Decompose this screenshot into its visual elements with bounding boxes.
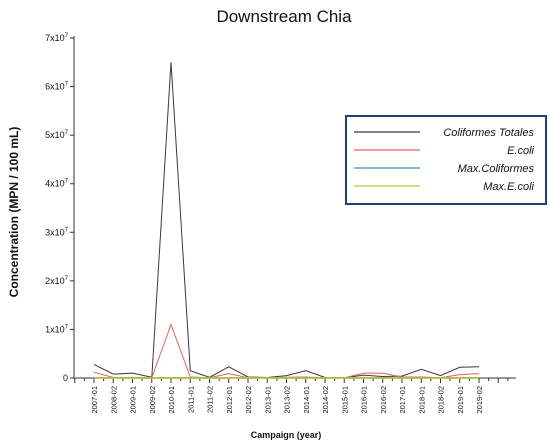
y-tick-label: 2x107 xyxy=(45,276,69,286)
x-tick-label: 2014-01 xyxy=(302,386,311,414)
y-tick-label: 7x107 xyxy=(45,33,69,43)
y-tick-label: 5x107 xyxy=(45,130,69,140)
y-axis-label: Concentration (MPN / 100 mL) xyxy=(7,127,21,298)
legend-label: E.coli xyxy=(507,145,534,157)
x-ticks: 2007-01 2008-02 2009-01 2009-02 2010-01 2011-… xyxy=(74,378,509,414)
x-tick-label: 2008-02 xyxy=(109,386,118,414)
series-lines xyxy=(93,62,480,379)
x-tick-label: 2017-01 xyxy=(398,386,407,414)
x-tick-label: 2012-01 xyxy=(225,386,234,414)
legend-label: Max.Coliformes xyxy=(458,163,535,175)
y-tick-label: 4x107 xyxy=(45,179,69,189)
legend: Coliformes Totales E.coli Max.Coliformes Ma… xyxy=(345,115,547,205)
x-tick-label: 2018-02 xyxy=(437,386,446,414)
x-tick-label: 2016-01 xyxy=(360,386,369,414)
series-line-coliformes-totales xyxy=(93,62,480,379)
x-tick-label: 2015-01 xyxy=(340,386,349,414)
x-tick-label: 2018-01 xyxy=(417,386,426,414)
x-tick-label: 2009-01 xyxy=(129,386,138,414)
x-tick-label: 2019-02 xyxy=(475,386,484,414)
legend-label: Max.E.coli xyxy=(483,181,534,193)
x-tick-label: 2007-01 xyxy=(90,386,99,414)
x-tick-label: 2010-01 xyxy=(167,386,176,414)
x-tick-label: 2016-02 xyxy=(379,386,388,414)
y-ticks: 0 1x107 2x107 3x107 4x107 5x107 6x107 7x107 xyxy=(45,33,74,383)
x-tick-label: 2011-02 xyxy=(206,386,215,413)
x-axis-label: Campaign (year) xyxy=(251,430,322,440)
x-tick-label: 2014-02 xyxy=(321,386,330,414)
y-tick-label: 6x107 xyxy=(45,82,69,92)
x-tick-label: 2011-01 xyxy=(186,386,195,413)
x-tick-label: 2012-02 xyxy=(244,386,253,414)
x-tick-label: 2013-02 xyxy=(283,386,292,414)
y-tick-label: 3x107 xyxy=(45,227,69,237)
x-tick-label: 2019-01 xyxy=(456,386,465,414)
legend-label: Coliformes Totales xyxy=(443,127,534,139)
chart-title: Downstream Chia xyxy=(216,7,352,26)
legend-box xyxy=(345,115,547,205)
x-tick-label: 2009-02 xyxy=(148,386,157,414)
y-tick-label: 1x107 xyxy=(45,324,69,334)
x-tick-label: 2013-01 xyxy=(263,386,272,414)
plot-area: 0 1x107 2x107 3x107 4x107 5x107 6x107 7x107 200… xyxy=(45,33,516,414)
y-tick-label: 0 xyxy=(63,373,68,383)
